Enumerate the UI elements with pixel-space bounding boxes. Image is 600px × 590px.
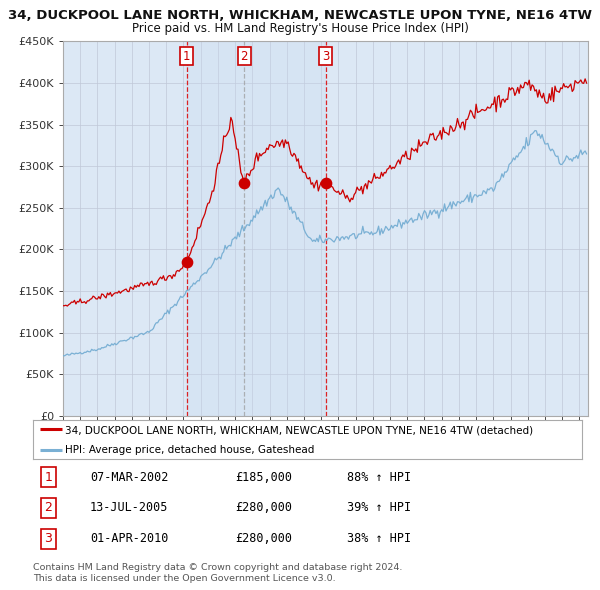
Point (182, 257, 191, 267)
Text: 34, DUCKPOOL LANE NORTH, WHICKHAM, NEWCASTLE UPON TYNE, NE16 4TW: 34, DUCKPOOL LANE NORTH, WHICKHAM, NEWCA… (8, 9, 592, 22)
Text: 3: 3 (44, 532, 52, 545)
Text: Contains HM Land Registry data © Crown copyright and database right 2024.
This d: Contains HM Land Registry data © Crown c… (33, 563, 403, 582)
Text: 01-APR-2010: 01-APR-2010 (90, 532, 168, 545)
Text: 07-MAR-2002: 07-MAR-2002 (90, 471, 168, 484)
Text: Price paid vs. HM Land Registry's House Price Index (HPI): Price paid vs. HM Land Registry's House … (131, 22, 469, 35)
Text: £280,000: £280,000 (235, 532, 292, 545)
Point (320, 178, 330, 188)
Text: 2: 2 (241, 50, 248, 63)
Text: £280,000: £280,000 (235, 502, 292, 514)
Text: HPI: Average price, detached house, Gateshead: HPI: Average price, detached house, Gate… (65, 445, 314, 455)
Point (239, 178, 249, 188)
Text: 88% ↑ HPI: 88% ↑ HPI (347, 471, 411, 484)
Text: 2: 2 (44, 502, 52, 514)
Bar (187, 41, 325, 416)
Text: 39% ↑ HPI: 39% ↑ HPI (347, 502, 411, 514)
Text: 34, DUCKPOOL LANE NORTH, WHICKHAM, NEWCASTLE UPON TYNE, NE16 4TW (detached): 34, DUCKPOOL LANE NORTH, WHICKHAM, NEWCA… (65, 425, 533, 435)
Text: 3: 3 (322, 50, 329, 63)
Text: £185,000: £185,000 (235, 471, 292, 484)
Text: 1: 1 (44, 471, 52, 484)
Text: 1: 1 (183, 50, 190, 63)
Text: 38% ↑ HPI: 38% ↑ HPI (347, 532, 411, 545)
Text: 13-JUL-2005: 13-JUL-2005 (90, 502, 168, 514)
